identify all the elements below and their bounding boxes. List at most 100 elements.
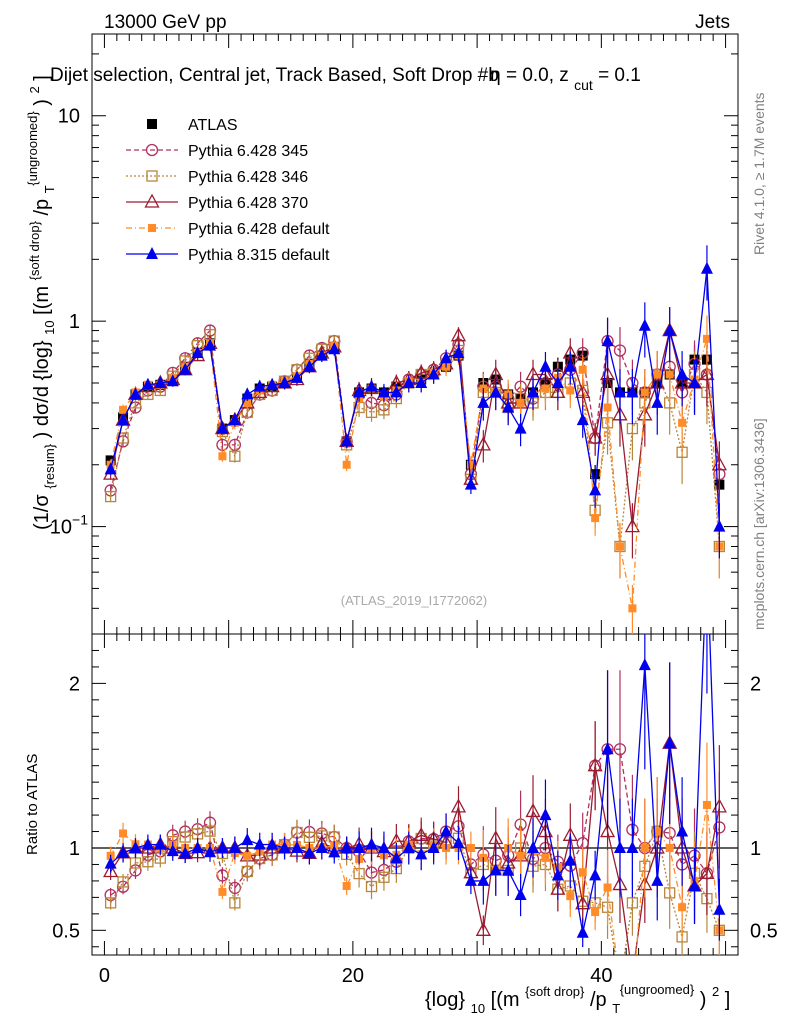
mcplots-label: mcplots.cern.ch [arXiv:1306.3436]: [751, 418, 767, 630]
main-line-pythia-6-428-346: [109, 333, 721, 547]
ratio-point-pythia-8-315-default: [701, 550, 713, 562]
main-point-pythia-8-315-default: [440, 351, 453, 364]
ratio-point-pythia-6-428-346: [229, 897, 241, 909]
main-point-pythia-8-315-default: [700, 261, 713, 274]
ratio-y-tick-label-right: 0.5: [750, 920, 778, 942]
ratio-point-pythia-6-428-default: [119, 829, 128, 838]
main-point-pythia-6-428-370: [587, 429, 603, 444]
ratio-series-pythia-6-428-default: [106, 742, 724, 955]
ylabel-b-sub: 10: [42, 320, 57, 334]
ylabel-b: ) dσ/d {log}: [31, 340, 53, 438]
ratio-point-pythia-6-428-370: [626, 969, 639, 981]
main-point-pythia-8-315-default: [117, 413, 130, 426]
ratio-point-pythia-8-315-default: [365, 837, 378, 850]
tick-base: 10: [50, 517, 72, 539]
main-point-pythia-8-315-default: [589, 483, 602, 496]
main-point-pythia-8-315-default: [402, 376, 415, 389]
main-point-pythia-6-428-default: [516, 398, 525, 407]
ratio-series-pythia-6-428-346: [104, 777, 726, 955]
main-point-pythia-6-428-default: [640, 388, 649, 397]
main-point-pythia-8-315-default: [241, 387, 254, 400]
ratio-point-pythia-6-428-default: [603, 883, 612, 892]
ratio-point-pythia-8-315-default: [539, 808, 552, 821]
plot-title-tail: = 0.1: [598, 65, 641, 86]
main-series-pythia-6-428-default: [106, 315, 724, 634]
ratio-point-pythia-8-315-default: [415, 847, 428, 860]
main-point-pythia-8-315-default: [266, 377, 279, 390]
main-point-pythia-8-315-default: [676, 367, 689, 380]
legend-entry-pythia-6-428-345: Pythia 6.428 345: [126, 143, 308, 160]
plot-title-sub: cut: [574, 77, 593, 93]
ratio-point-pythia-8-315-default: [464, 873, 477, 886]
ratio-point-pythia-6-428-370: [475, 921, 491, 936]
main-point-pythia-6-428-default: [218, 452, 227, 461]
legend-entry-pythia-6-428-370: Pythia 6.428 370: [126, 193, 308, 212]
ratio-point-pythia-8-315-default: [216, 841, 229, 853]
ratio-point-pythia-6-428-default: [640, 844, 649, 852]
ratio-point-pythia-8-315-default: [166, 844, 179, 857]
plot-title-eta: η = 0.0, z: [490, 65, 569, 86]
ratio-point-pythia-6-428-346: [104, 897, 117, 909]
ratio-point-pythia-8-315-default: [626, 841, 639, 853]
ratio-point-pythia-8-315-default: [489, 863, 502, 876]
ratio-series-pythia-8-315-default: [104, 550, 726, 948]
main-point-pythia-8-315-default: [204, 338, 217, 351]
main-point-pythia-6-428-370: [475, 436, 491, 451]
main-point-pythia-8-315-default: [179, 362, 192, 375]
ratio-point-pythia-6-428-370: [488, 830, 504, 845]
main-point-pythia-6-428-default: [566, 386, 575, 395]
main-y-tick-label: 10: [58, 106, 80, 128]
ratio-point-pythia-6-428-default: [665, 844, 674, 852]
ratio-point-pythia-8-315-default: [688, 878, 701, 891]
ylabel-e: ): [31, 99, 53, 106]
main-point-pythia-8-315-default: [129, 387, 142, 400]
main-series-pythia-6-428-346: [104, 328, 726, 579]
legend: ATLAS Pythia 6.428 345 Pythia 6.428 346 Pyt…: [126, 117, 330, 264]
main-point-pythia-8-315-default: [377, 385, 390, 398]
energy-label: 13000 GeV pp: [104, 12, 227, 33]
legend-label: Pythia 6.428 345: [188, 143, 308, 160]
ratio-point-pythia-8-315-default: [452, 836, 465, 849]
legend-entry-atlas: ATLAS: [147, 117, 238, 134]
legend-marker: [144, 193, 160, 208]
main-point-pythia-8-315-default: [166, 374, 179, 387]
xlabel-b: [(m: [491, 989, 520, 1011]
ratio-point-pythia-6-428-default: [678, 903, 687, 912]
ratio-point-pythia-8-315-default: [290, 841, 303, 853]
main-point-pythia-6-428-370: [450, 327, 467, 342]
legend-marker: [145, 143, 159, 157]
ratio-point-pythia-8-315-default: [241, 833, 254, 846]
main-point-pythia-6-428-346: [104, 490, 117, 503]
main-point-pythia-6-428-370: [624, 518, 640, 533]
ylabel-c: [(m: [31, 286, 53, 315]
ratio-line-pythia-6-428-346: [110, 829, 720, 955]
ratio-point-pythia-6-428-default: [566, 892, 575, 901]
xlabel-a: {log}: [425, 989, 465, 1011]
ratio-plot-frame: [91, 633, 739, 956]
main-point-pythia-8-315-default: [564, 359, 577, 372]
tick-base: 1: [69, 311, 80, 333]
main-point-pythia-8-315-default: [216, 421, 229, 434]
legend-marker: [147, 119, 157, 129]
main-point-pythia-6-428-default: [342, 460, 351, 469]
ratio-point-pythia-8-315-default: [589, 868, 602, 881]
main-point-pythia-6-428-370: [699, 366, 715, 381]
ratio-point-pythia-8-315-default: [551, 868, 564, 881]
ratio-line-pythia-6-428-345: [110, 748, 720, 896]
main-point-pythia-8-315-default: [576, 413, 589, 426]
x-tick-label: 20: [342, 965, 364, 987]
ratio-y-tick-label-right: 1: [750, 838, 761, 860]
ylabel-e-sup: 2: [27, 86, 42, 93]
plot-title-main: Dijet selection, Central jet, Track Base…: [50, 65, 499, 86]
rivet-label: Rivet 4.1.0, ≥ 1.7M events: [751, 92, 767, 255]
legend-entry-pythia-6-428-346: Pythia 6.428 346: [126, 169, 308, 186]
ratio-point-pythia-6-428-346: [365, 880, 378, 893]
ratio-point-pythia-8-315-default: [154, 837, 167, 850]
process-label: Jets: [695, 12, 730, 33]
ratio-point-pythia-8-315-default: [278, 841, 291, 853]
ratio-point-pythia-8-315-default: [315, 841, 328, 853]
legend-marker: [146, 247, 158, 259]
main-point-pythia-8-315-default: [601, 334, 614, 347]
ratio-point-pythia-6-428-370: [575, 895, 591, 910]
legend-entry-pythia-8-315-default: Pythia 8.315 default: [126, 247, 330, 264]
